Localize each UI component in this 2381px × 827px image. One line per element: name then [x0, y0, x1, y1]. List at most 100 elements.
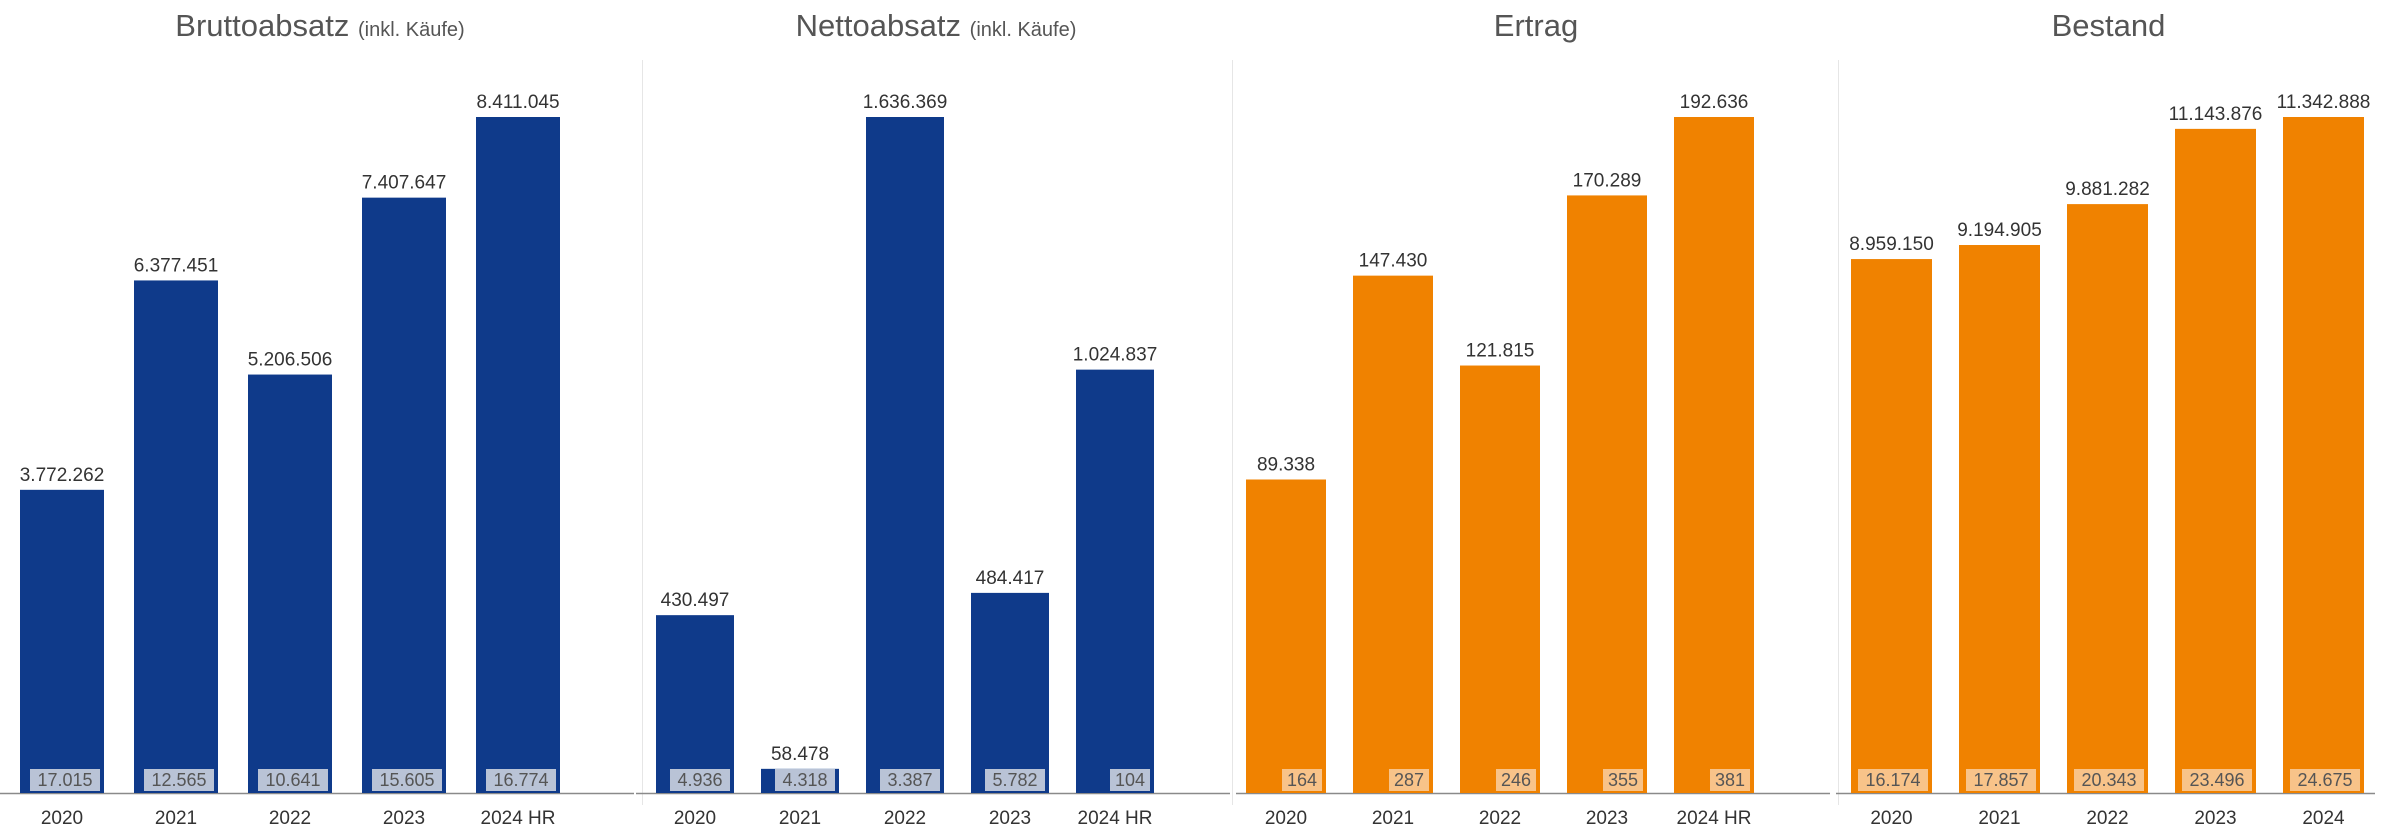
chart-svg-bestand: 8.959.150 16.174 2020 9.194.905 17.857 2021 9.…	[1836, 92, 2375, 827]
bar	[20, 489, 104, 793]
bar-value-label: 8.411.045	[476, 92, 559, 113]
inner-label-background	[2182, 769, 2252, 791]
bar-inner-label: 16.774	[493, 770, 548, 790]
chart-title-netto: Nettoabsatz (inkl. Käufe)	[795, 8, 1077, 43]
x-tick-label: 2020	[41, 808, 83, 827]
inner-label-background	[1858, 769, 1928, 791]
bar	[2283, 117, 2364, 793]
x-tick-label: 2023	[383, 808, 425, 827]
bar	[1567, 195, 1647, 793]
inner-label-background	[985, 769, 1045, 791]
chart-title-ertrag: Ertrag	[1493, 8, 1579, 43]
bar-value-label: 430.497	[661, 590, 730, 611]
bar-value-label: 7.407.647	[362, 173, 447, 194]
bar	[1076, 369, 1154, 793]
inner-label-background	[2290, 769, 2360, 791]
bar-inner-label: 12.565	[151, 770, 206, 790]
bar	[656, 615, 734, 793]
bar-inner-label: 17.015	[37, 770, 92, 790]
bar-value-label: 1.636.369	[863, 92, 948, 113]
x-tick-label: 2021	[155, 808, 197, 827]
panel-divider	[1838, 60, 1839, 805]
bar-value-label: 192.636	[1680, 92, 1749, 113]
bar	[2067, 204, 2148, 793]
inner-label-background	[1603, 769, 1643, 791]
inner-label-background	[372, 769, 442, 791]
bar-value-label: 170.289	[1573, 170, 1642, 191]
inner-label-background	[1389, 769, 1429, 791]
bar-inner-label: 24.675	[2297, 770, 2352, 790]
inner-label-background	[1282, 769, 1322, 791]
bar-value-label: 6.377.451	[134, 255, 219, 276]
bar-value-label: 121.815	[1466, 341, 1535, 362]
chart-panel-bestand: Bestand 8.959.150 16.174 2020 9.194.905 17.8…	[1836, 0, 2381, 827]
x-tick-label: 2022	[269, 808, 311, 827]
bar	[2175, 128, 2256, 794]
bar-inner-label: 16.174	[1865, 770, 1920, 790]
bar	[1674, 117, 1754, 793]
x-tick-label: 2022	[884, 808, 926, 827]
bar-value-label: 58.478	[771, 744, 829, 765]
bar-inner-label: 4.936	[677, 770, 722, 790]
chart-svg-netto: 430.497 4.936 2020 58.478 4.318 2021 1.636.369…	[636, 92, 1230, 827]
bar	[1246, 479, 1326, 793]
x-tick-label: 2020	[1265, 808, 1307, 827]
x-tick-label: 2020	[1870, 808, 1912, 827]
x-tick-label: 2022	[2086, 808, 2128, 827]
bar-inner-label: 3.387	[887, 770, 932, 790]
bar-inner-label: 15.605	[379, 770, 434, 790]
x-tick-label: 2022	[1479, 808, 1521, 827]
x-tick-label: 2021	[1372, 808, 1414, 827]
bar	[362, 197, 446, 793]
bar	[248, 374, 332, 793]
inner-label-background	[2074, 769, 2144, 791]
bar-inner-label: 20.343	[2081, 770, 2136, 790]
bar	[866, 117, 944, 793]
chart-title-brutto: Bruttoabsatz (inkl. Käufe)	[175, 8, 465, 43]
chart-panel-ertrag: Ertrag 89.338 164 2020 147.430 287 2021 121.81…	[1236, 0, 1836, 827]
x-tick-label: 2024	[2302, 808, 2345, 827]
bar-inner-label: 104	[1115, 770, 1145, 790]
bar	[476, 117, 560, 793]
bar-value-label: 11.143.876	[2169, 104, 2263, 125]
chart-panel-netto: Nettoabsatz (inkl. Käufe) 430.497 4.936 20…	[636, 0, 1236, 827]
x-tick-label: 2021	[1978, 808, 2020, 827]
bar-inner-label: 23.496	[2189, 770, 2244, 790]
x-tick-label: 2024 HR	[481, 808, 556, 827]
bar-value-label: 1.024.837	[1073, 345, 1158, 366]
bar-value-label: 147.430	[1359, 251, 1428, 272]
inner-label-background	[258, 769, 328, 791]
bar-inner-label: 381	[1715, 770, 1745, 790]
bar-value-label: 5.206.506	[248, 350, 333, 371]
inner-label-background	[486, 769, 556, 791]
bar-inner-label: 164	[1287, 770, 1317, 790]
x-tick-label: 2020	[674, 808, 716, 827]
chart-title-bestand: Bestand	[2051, 8, 2166, 43]
inner-label-background	[30, 769, 100, 791]
bar-inner-label: 10.641	[265, 770, 320, 790]
bar-inner-label: 5.782	[992, 770, 1037, 790]
chart-svg-brutto: 3.772.262 17.015 2020 6.377.451 12.565 2021 5.…	[0, 92, 634, 827]
x-tick-label: 2021	[779, 808, 821, 827]
bar	[971, 592, 1049, 793]
bar-inner-label: 355	[1608, 770, 1638, 790]
bar-inner-label: 287	[1394, 770, 1424, 790]
bar-value-label: 11.342.888	[2277, 92, 2371, 113]
panel-divider	[1232, 60, 1233, 805]
bar-value-label: 9.881.282	[2065, 179, 2150, 200]
bar-value-label: 484.417	[976, 568, 1045, 589]
inner-label-background	[775, 769, 835, 791]
x-tick-label: 2024 HR	[1677, 808, 1752, 827]
inner-label-background	[670, 769, 730, 791]
bar-value-label: 8.959.150	[1849, 234, 1934, 255]
bar-value-label: 9.194.905	[1957, 220, 2042, 241]
bar	[1460, 365, 1540, 793]
x-tick-label: 2024 HR	[1078, 808, 1153, 827]
bar	[1851, 259, 1932, 793]
x-tick-label: 2023	[989, 808, 1031, 827]
bar	[134, 280, 218, 793]
inner-label-background	[1710, 769, 1750, 791]
inner-label-background	[880, 769, 940, 791]
bar-inner-label: 246	[1501, 770, 1531, 790]
inner-label-background	[1966, 769, 2036, 791]
